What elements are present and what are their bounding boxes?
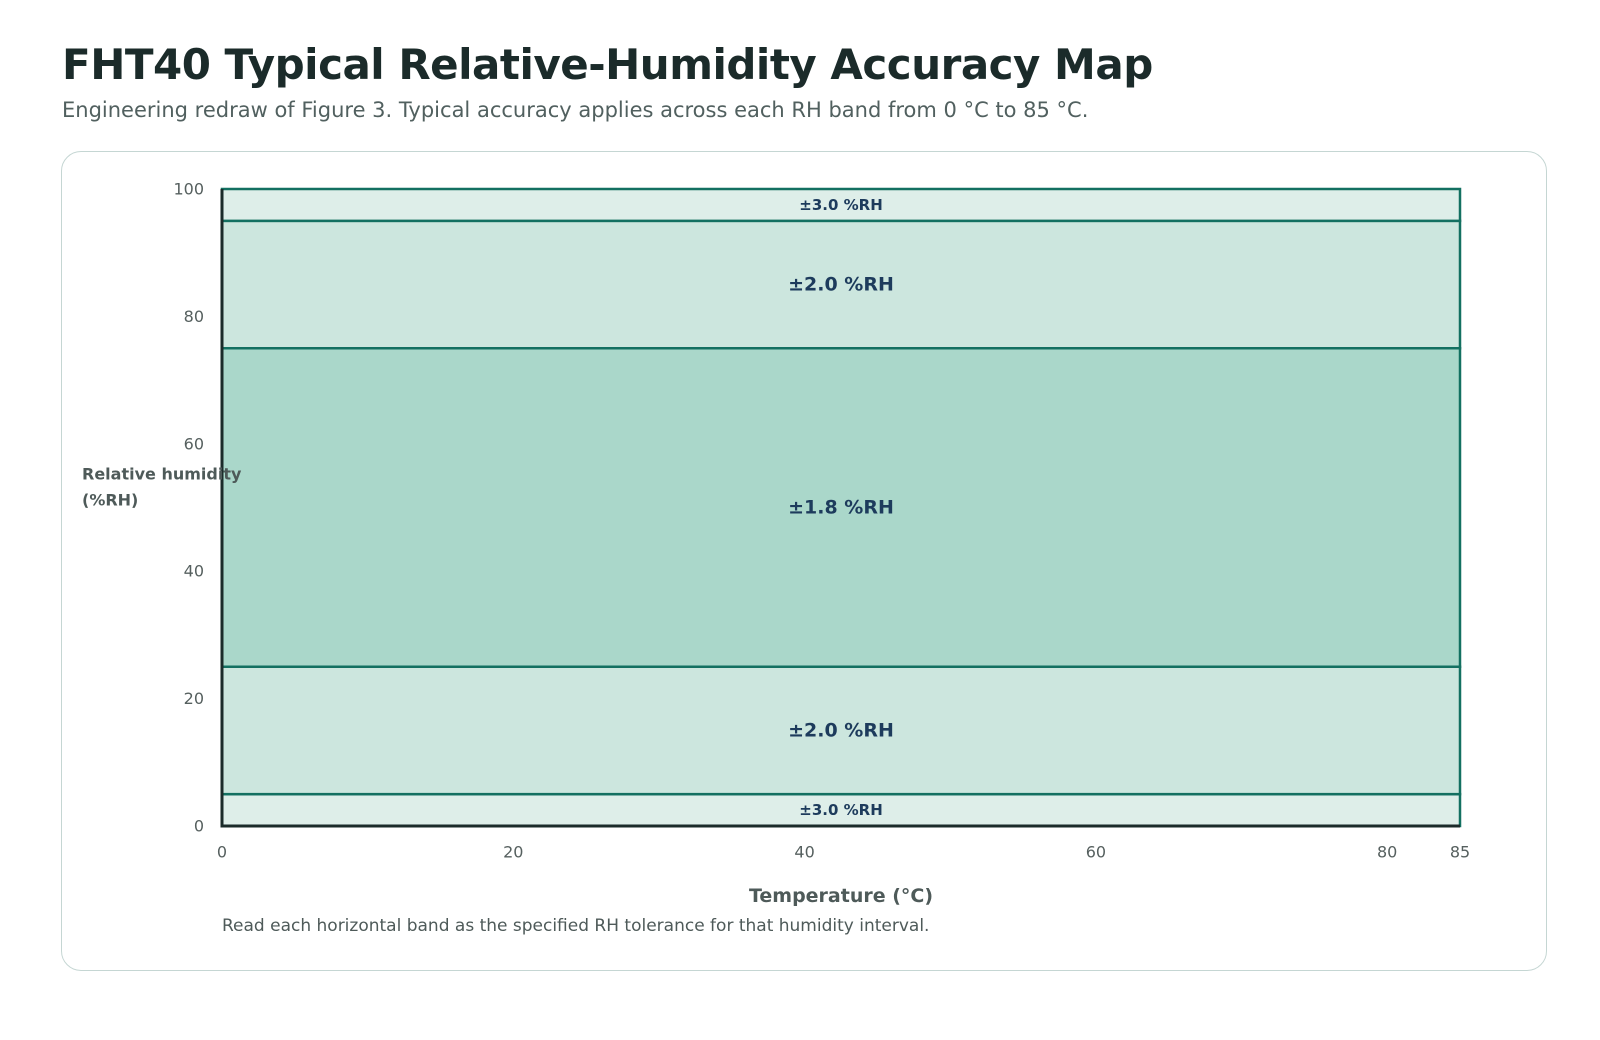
x-tick-label: 60 bbox=[1086, 843, 1106, 862]
y-tick-label: 100 bbox=[173, 180, 204, 199]
chart-card: 0 20 40 60 80 100 0 20 40 60 80 85 ±3.0 %RH ±2.0 %RH… bbox=[61, 151, 1547, 971]
labels-layer: ±3.0 %RH ±2.0 %RH ±1.8 %RH ±2.0 %RH ±3.0 %RH… bbox=[82, 196, 933, 936]
page-subtitle: Engineering redraw of Figure 3. Typical … bbox=[62, 98, 1089, 122]
band-label-1: ±2.0 %RH bbox=[788, 719, 894, 741]
x-tick-label: 40 bbox=[794, 843, 814, 862]
x-tick-label: 20 bbox=[503, 843, 523, 862]
y-tick-label: 80 bbox=[184, 307, 204, 326]
x-tick-label: 0 bbox=[217, 843, 227, 862]
bands-layer bbox=[220, 187, 1462, 828]
band-label-3: ±2.0 %RH bbox=[788, 274, 894, 296]
x-tick-label: 80 bbox=[1377, 843, 1397, 862]
chart-footnote: Read each horizontal band as the specifi… bbox=[222, 916, 929, 936]
page-title: FHT40 Typical Relative-Humidity Accuracy… bbox=[62, 40, 1153, 89]
rh-band-1 bbox=[220, 665, 1462, 796]
accuracy-chart: 0 20 40 60 80 100 0 20 40 60 80 85 ±3.0 %RH ±2.0 %RH… bbox=[82, 180, 1470, 937]
y-tick-label: 0 bbox=[194, 817, 204, 836]
axes-layer bbox=[220, 189, 1460, 828]
y-tick-label: 20 bbox=[184, 689, 204, 708]
band-label-2: ±1.8 %RH bbox=[788, 497, 894, 519]
y-axis-title-line-0: Relative humidity bbox=[82, 465, 242, 484]
y-tick-label: 60 bbox=[184, 434, 204, 453]
band-label-0: ±3.0 %RH bbox=[799, 801, 883, 819]
band-label-4: ±3.0 %RH bbox=[799, 196, 883, 214]
y-axis-title-line-1: (%RH) bbox=[82, 491, 138, 510]
x-tick-label: 85 bbox=[1450, 843, 1470, 862]
y-tick-label: 40 bbox=[184, 562, 204, 581]
rh-band-4 bbox=[220, 187, 1462, 223]
rh-band-3 bbox=[220, 219, 1462, 350]
x-axis-title: Temperature (°C) bbox=[749, 885, 933, 907]
ticks-layer: 0 20 40 60 80 100 0 20 40 60 80 85 bbox=[173, 180, 1470, 862]
